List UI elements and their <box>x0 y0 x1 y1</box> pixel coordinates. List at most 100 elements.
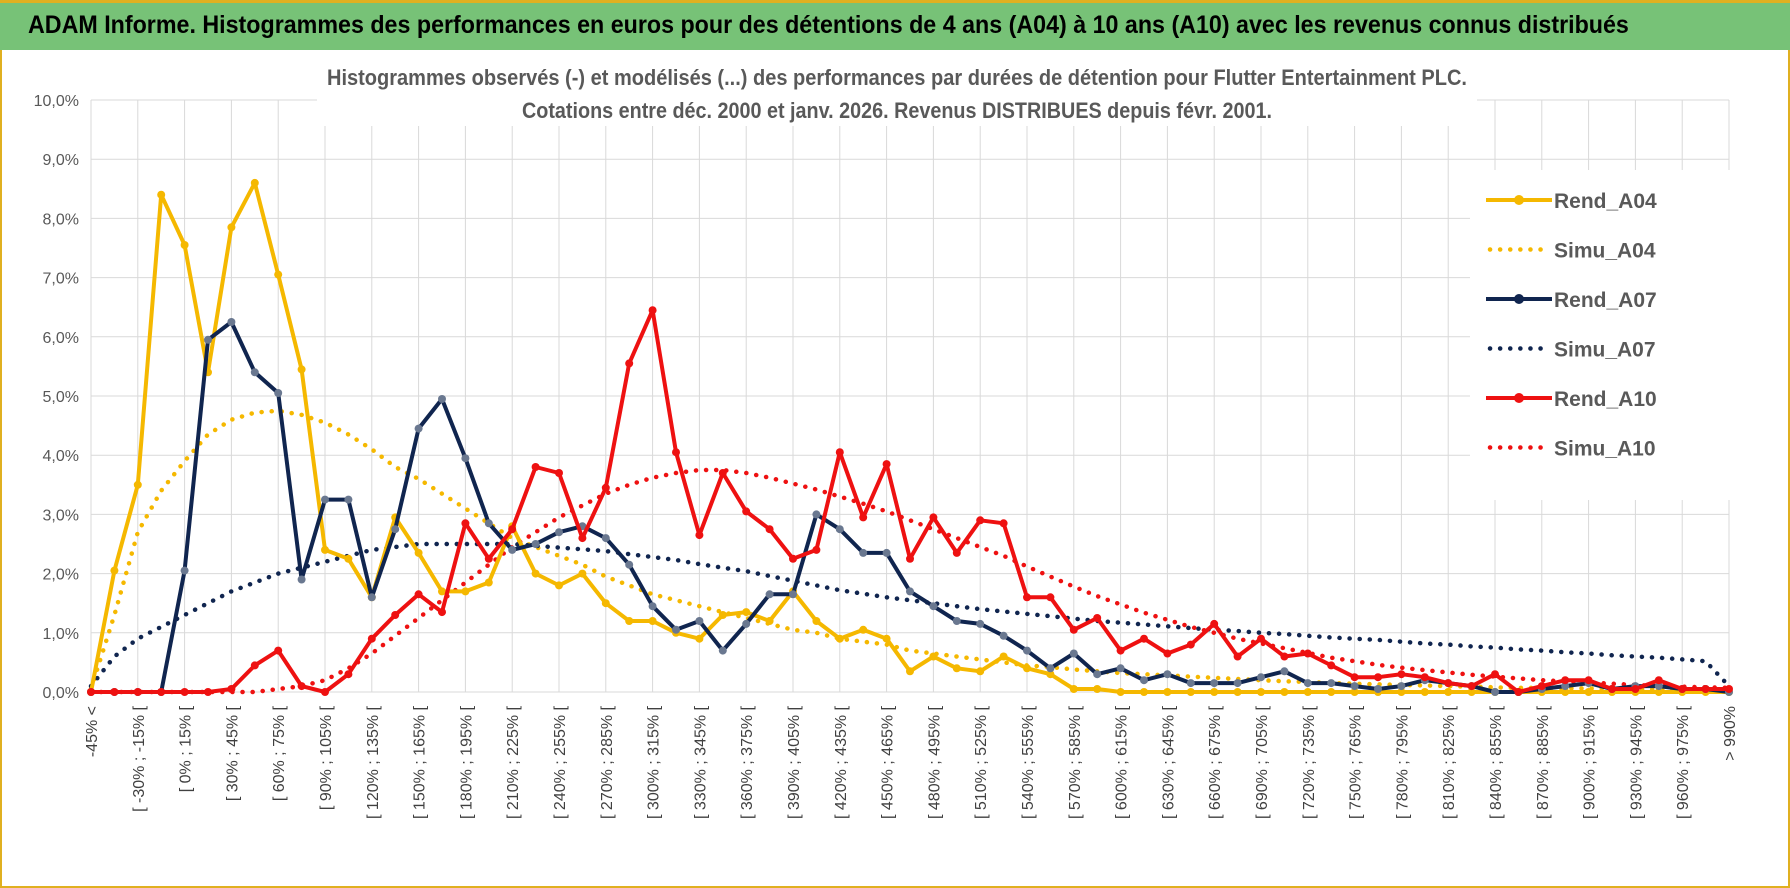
y-tick-label: 0,0% <box>43 685 79 702</box>
legend-label-simu-a10: Simu_A10 <box>1554 438 1656 461</box>
data-point-rend-a07 <box>1303 679 1312 688</box>
data-point-rend-a10 <box>1023 593 1031 602</box>
data-point-rend-a07 <box>929 602 938 611</box>
data-point-rend-a07 <box>882 548 891 557</box>
data-point-rend-a04 <box>1444 688 1453 696</box>
x-tick-label: [ 600% ; 615% [ <box>1114 705 1131 819</box>
histogram-chart: 0,0% 1,0% 2,0% 3,0% 4,0% 5,0% 6,0% 7,0% 8,0% 9,0%… <box>34 56 1765 819</box>
x-tick-label: [ 240% ; 255% [ <box>552 705 569 819</box>
data-point-rend-a07 <box>789 590 797 599</box>
data-point-rend-a04 <box>461 587 470 596</box>
legend: Rend_A04 Simu_A04 Rend_A07 Simu_A07 Rend_A10… <box>1470 170 1765 500</box>
data-point-rend-a10 <box>1467 682 1476 691</box>
data-point-rend-a07 <box>1186 679 1195 688</box>
data-point-rend-a04 <box>835 634 844 643</box>
data-point-rend-a10 <box>578 534 587 543</box>
x-tick-label: [ 930% ; 945% [ <box>1628 705 1645 819</box>
series-line-simu-a10 <box>88 467 1732 695</box>
data-point-rend-a10 <box>1046 593 1055 602</box>
y-tick-label: 8,0% <box>43 211 79 228</box>
data-point-rend-a04 <box>648 617 657 625</box>
data-point-rend-a10 <box>1631 685 1640 693</box>
chart-title-group: Histogrammes observés (-) et modélisés (… <box>317 56 1477 126</box>
data-point-rend-a10 <box>531 463 540 471</box>
data-point-rend-a10 <box>461 519 470 528</box>
data-point-rend-a10 <box>1491 670 1499 679</box>
data-point-rend-a04 <box>1116 688 1125 696</box>
data-point-rend-a10 <box>1444 679 1453 688</box>
x-tick-label: [ 720% ; 735% [ <box>1301 705 1318 819</box>
data-point-rend-a10 <box>1140 634 1148 643</box>
x-tick-label: [ 60% ; 75% [ <box>271 705 288 801</box>
data-point-rend-a07 <box>1350 682 1359 691</box>
data-point-rend-a04 <box>1327 688 1336 696</box>
data-point-rend-a10 <box>625 359 634 368</box>
data-point-rend-a07 <box>812 510 821 519</box>
data-point-rend-a10 <box>157 688 166 696</box>
data-point-rend-a04 <box>133 480 142 489</box>
data-point-rend-a07 <box>391 525 400 534</box>
data-point-rend-a04 <box>906 667 914 676</box>
data-point-rend-a04 <box>695 634 704 643</box>
data-point-rend-a04 <box>227 223 236 232</box>
data-point-rend-a07 <box>321 495 329 504</box>
header-banner: ADAM Informe. Histogrammes des performan… <box>0 0 1790 50</box>
data-point-rend-a10 <box>1116 646 1125 655</box>
data-point-rend-a07 <box>438 395 446 403</box>
data-point-rend-a10 <box>1257 634 1265 643</box>
data-point-rend-a04 <box>1233 688 1242 696</box>
data-point-rend-a10 <box>1725 685 1733 693</box>
series-layer <box>87 178 1733 696</box>
x-tick-label: [ 840% ; 855% [ <box>1488 705 1505 819</box>
y-axis-labels: 0,0% 1,0% 2,0% 3,0% 4,0% 5,0% 6,0% 7,0% 8,0% 9,0%… <box>34 93 79 702</box>
data-point-rend-a10 <box>1537 682 1546 691</box>
data-point-rend-a10 <box>321 688 329 696</box>
data-point-rend-a07 <box>250 368 259 377</box>
data-point-rend-a04 <box>765 617 774 625</box>
x-tick-label: [ 0% ; 15% [ <box>178 705 195 792</box>
data-point-rend-a10 <box>695 531 704 540</box>
data-point-rend-a10 <box>648 306 657 315</box>
data-point-rend-a10 <box>1584 676 1593 685</box>
data-point-rend-a04 <box>250 178 259 187</box>
data-point-rend-a07 <box>484 519 493 528</box>
data-point-rend-a07 <box>625 560 634 569</box>
x-axis-labels: -45% < [ -30% ; -15% [[ 0% ; 15% [[ 30% ;… <box>84 705 1739 819</box>
legend-label-simu-a04: Simu_A04 <box>1554 240 1656 263</box>
data-point-rend-a10 <box>1303 649 1312 658</box>
data-point-rend-a10 <box>1280 652 1289 661</box>
data-point-rend-a04 <box>1186 688 1195 696</box>
data-point-rend-a04 <box>1350 688 1359 696</box>
data-point-rend-a07 <box>1280 667 1289 676</box>
data-point-rend-a04 <box>578 569 587 578</box>
legend-background <box>1470 170 1765 500</box>
data-point-rend-a10 <box>250 661 259 670</box>
data-point-rend-a10 <box>227 685 236 693</box>
data-point-rend-a07 <box>297 575 306 584</box>
x-tick-label: [ 570% ; 585% [ <box>1067 705 1084 819</box>
x-tick-label: [ 510% ; 525% [ <box>973 705 990 819</box>
data-point-rend-a10 <box>1420 673 1429 682</box>
data-point-rend-a10 <box>742 507 751 516</box>
data-point-rend-a07 <box>367 593 376 602</box>
data-point-rend-a07 <box>1397 682 1406 691</box>
data-point-rend-a10 <box>555 469 563 477</box>
data-point-rend-a07 <box>531 540 540 548</box>
data-point-rend-a07 <box>765 590 774 599</box>
data-point-rend-a07 <box>1491 688 1499 696</box>
legend-label-rend-a10: Rend_A10 <box>1554 388 1657 411</box>
data-point-rend-a07 <box>1163 670 1172 679</box>
data-point-rend-a10 <box>859 513 868 522</box>
data-point-rend-a07 <box>906 587 914 596</box>
data-point-rend-a04 <box>555 581 563 590</box>
data-point-rend-a07 <box>1374 685 1382 693</box>
data-point-rend-a04 <box>1069 685 1078 693</box>
data-point-rend-a04 <box>180 241 189 249</box>
x-tick-label: [ 780% ; 795% [ <box>1394 705 1411 819</box>
chart-subtitle: Cotations entre déc. 2000 et janv. 2026.… <box>522 98 1272 123</box>
data-point-rend-a07 <box>952 617 961 625</box>
data-point-rend-a07 <box>461 454 470 463</box>
data-point-rend-a10 <box>110 688 119 696</box>
y-tick-label: 3,0% <box>43 507 79 524</box>
data-point-rend-a07 <box>1140 676 1148 685</box>
